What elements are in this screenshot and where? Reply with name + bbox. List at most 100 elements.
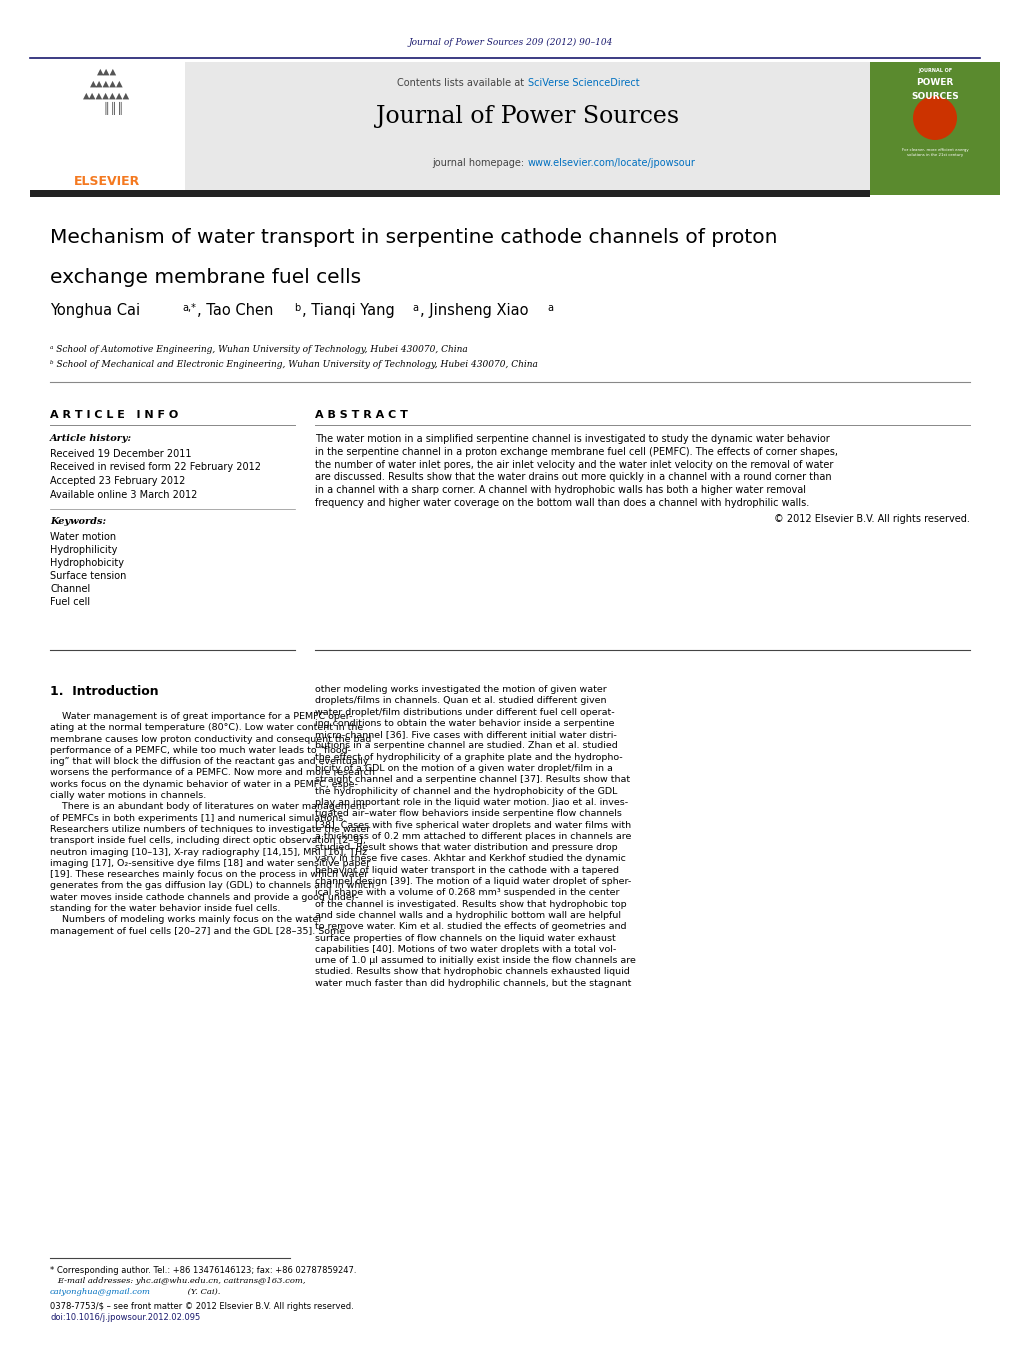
Text: b: b (294, 303, 300, 313)
Text: Received in revised form 22 February 2012: Received in revised form 22 February 201… (50, 462, 261, 473)
Text: Accepted 23 February 2012: Accepted 23 February 2012 (50, 476, 186, 486)
Text: the hydrophilicity of channel and the hydrophobicity of the GDL: the hydrophilicity of channel and the hy… (315, 786, 618, 796)
Text: frequency and higher water coverage on the bottom wall than does a channel with : frequency and higher water coverage on t… (315, 499, 810, 508)
Text: E-mail addresses: yhc.ai@whu.edu.cn, caitrans@163.com,: E-mail addresses: yhc.ai@whu.edu.cn, cai… (50, 1277, 305, 1285)
Text: Hydrophilicity: Hydrophilicity (50, 544, 117, 555)
Text: performance of a PEMFC, while too much water leads to “flood-: performance of a PEMFC, while too much w… (50, 746, 351, 755)
Text: , Tao Chen: , Tao Chen (197, 303, 274, 317)
Text: Article history:: Article history: (50, 434, 132, 443)
Text: * Corresponding author. Tel.: +86 13476146123; fax: +86 02787859247.: * Corresponding author. Tel.: +86 134761… (50, 1266, 356, 1275)
Text: ELSEVIER: ELSEVIER (74, 176, 140, 188)
Text: in a channel with a sharp corner. A channel with hydrophobic walls has both a hi: in a channel with a sharp corner. A chan… (315, 485, 806, 496)
Text: © 2012 Elsevier B.V. All rights reserved.: © 2012 Elsevier B.V. All rights reserved… (774, 513, 970, 524)
Bar (870, 62, 1000, 195)
Text: ᵃ School of Automotive Engineering, Wuhan University of Technology, Hubei 430070: ᵃ School of Automotive Engineering, Wuha… (50, 345, 468, 354)
Text: water much faster than did hydrophilic channels, but the stagnant: water much faster than did hydrophilic c… (315, 979, 631, 988)
Text: POWER: POWER (917, 78, 954, 86)
Text: imaging [17], O₂-sensitive dye films [18] and water sensitive paper: imaging [17], O₂-sensitive dye films [18… (50, 859, 371, 867)
Text: butions in a serpentine channel are studied. Zhan et al. studied: butions in a serpentine channel are stud… (315, 742, 618, 751)
Text: membrane causes low proton conductivity and consequent the bad: membrane causes low proton conductivity … (50, 735, 372, 743)
Text: 1.  Introduction: 1. Introduction (50, 685, 158, 698)
Text: channel design [39]. The motion of a liquid water droplet of spher-: channel design [39]. The motion of a liq… (315, 877, 631, 886)
Text: neutron imaging [10–13], X-ray radiography [14,15], MRI [16], THz: neutron imaging [10–13], X-ray radiograp… (50, 847, 368, 857)
Text: , Tianqi Yang: , Tianqi Yang (302, 303, 395, 317)
Text: of PEMFCs in both experiments [1] and numerical simulations.: of PEMFCs in both experiments [1] and nu… (50, 813, 346, 823)
Text: Yonghua Cai: Yonghua Cai (50, 303, 140, 317)
Text: play an important role in the liquid water motion. Jiao et al. inves-: play an important role in the liquid wat… (315, 798, 628, 807)
Text: [19]. These researches mainly focus on the process in which water: [19]. These researches mainly focus on t… (50, 870, 369, 880)
Text: transport inside fuel cells, including direct optic observation [2–9],: transport inside fuel cells, including d… (50, 836, 366, 846)
Text: a: a (412, 303, 418, 313)
Text: a: a (547, 303, 553, 313)
Text: Received 19 December 2011: Received 19 December 2011 (50, 449, 192, 459)
Text: (Y. Cai).: (Y. Cai). (185, 1288, 221, 1296)
Text: www.elsevier.com/locate/jpowsour: www.elsevier.com/locate/jpowsour (528, 158, 695, 168)
Text: behavior of liquid water transport in the cathode with a tapered: behavior of liquid water transport in th… (315, 866, 619, 875)
Text: surface properties of flow channels on the liquid water exhaust: surface properties of flow channels on t… (315, 934, 616, 943)
Text: Surface tension: Surface tension (50, 571, 127, 581)
Text: vary in these five cases. Akhtar and Kerkhof studied the dynamic: vary in these five cases. Akhtar and Ker… (315, 854, 626, 863)
Text: Numbers of modeling works mainly focus on the water: Numbers of modeling works mainly focus o… (50, 916, 323, 924)
Text: and side channel walls and a hydrophilic bottom wall are helpful: and side channel walls and a hydrophilic… (315, 911, 621, 920)
Text: Fuel cell: Fuel cell (50, 597, 90, 607)
Text: tigated air–water flow behaviors inside serpentine flow channels: tigated air–water flow behaviors inside … (315, 809, 622, 819)
Text: Mechanism of water transport in serpentine cathode channels of proton: Mechanism of water transport in serpenti… (50, 228, 778, 247)
Text: bicity of a GDL on the motion of a given water droplet/film in a: bicity of a GDL on the motion of a given… (315, 765, 613, 773)
Text: in the serpentine channel in a proton exchange membrane fuel cell (PEMFC). The e: in the serpentine channel in a proton ex… (315, 447, 838, 457)
Text: Contents lists available at: Contents lists available at (397, 78, 528, 88)
Text: standing for the water behavior inside fuel cells.: standing for the water behavior inside f… (50, 904, 281, 913)
Text: [38]. Cases with five spherical water droplets and water films with: [38]. Cases with five spherical water dr… (315, 820, 631, 830)
Text: A R T I C L E   I N F O: A R T I C L E I N F O (50, 409, 179, 420)
Text: ᵇ School of Mechanical and Electronic Engineering, Wuhan University of Technolog: ᵇ School of Mechanical and Electronic En… (50, 359, 538, 369)
Bar (185, 62, 870, 195)
Text: SOURCES: SOURCES (911, 92, 959, 101)
Text: There is an abundant body of literatures on water management: There is an abundant body of literatures… (50, 802, 366, 812)
Text: Journal of Power Sources 209 (2012) 90–104: Journal of Power Sources 209 (2012) 90–1… (408, 38, 613, 47)
Text: journal homepage:: journal homepage: (432, 158, 528, 168)
Text: caiyonghua@gmail.com: caiyonghua@gmail.com (50, 1288, 151, 1296)
Text: a thickness of 0.2 mm attached to different places in channels are: a thickness of 0.2 mm attached to differ… (315, 832, 631, 840)
Text: of the channel is investigated. Results show that hydrophobic top: of the channel is investigated. Results … (315, 900, 627, 909)
Text: ing” that will block the diffusion of the reactant gas and eventually: ing” that will block the diffusion of th… (50, 757, 369, 766)
Text: straight channel and a serpentine channel [37]. Results show that: straight channel and a serpentine channe… (315, 775, 630, 785)
Text: management of fuel cells [20–27] and the GDL [28–35]. Some: management of fuel cells [20–27] and the… (50, 927, 345, 936)
Text: ▲▲▲
▲▲▲▲▲
▲▲▲▲▲▲▲
  ║║║: ▲▲▲ ▲▲▲▲▲ ▲▲▲▲▲▲▲ ║║║ (84, 68, 131, 115)
Text: Journal of Power Sources: Journal of Power Sources (376, 105, 679, 128)
Text: the effect of hydrophilicity of a graphite plate and the hydropho-: the effect of hydrophilicity of a graphi… (315, 753, 623, 762)
Text: water droplet/film distributions under different fuel cell operat-: water droplet/film distributions under d… (315, 708, 615, 716)
Text: Keywords:: Keywords: (50, 517, 106, 526)
Text: JOURNAL OF: JOURNAL OF (918, 68, 952, 73)
Text: droplets/films in channels. Quan et al. studied different given: droplets/films in channels. Quan et al. … (315, 696, 606, 705)
Text: ical shape with a volume of 0.268 mm³ suspended in the center: ical shape with a volume of 0.268 mm³ su… (315, 889, 620, 897)
Text: doi:10.1016/j.jpowsour.2012.02.095: doi:10.1016/j.jpowsour.2012.02.095 (50, 1313, 200, 1323)
Bar (30, 62, 185, 195)
Text: to remove water. Kim et al. studied the effects of geometries and: to remove water. Kim et al. studied the … (315, 923, 627, 931)
Text: Available online 3 March 2012: Available online 3 March 2012 (50, 489, 197, 500)
Text: Water management is of great importance for a PEMFC oper-: Water management is of great importance … (50, 712, 352, 721)
Text: capabilities [40]. Motions of two water droplets with a total vol-: capabilities [40]. Motions of two water … (315, 944, 617, 954)
Text: A B S T R A C T: A B S T R A C T (315, 409, 407, 420)
Text: ume of 1.0 μl assumed to initially exist inside the flow channels are: ume of 1.0 μl assumed to initially exist… (315, 957, 636, 965)
Text: 0378-7753/$ – see front matter © 2012 Elsevier B.V. All rights reserved.: 0378-7753/$ – see front matter © 2012 El… (50, 1302, 353, 1310)
Text: worsens the performance of a PEMFC. Now more and more research: worsens the performance of a PEMFC. Now … (50, 769, 375, 777)
Text: other modeling works investigated the motion of given water: other modeling works investigated the mo… (315, 685, 606, 694)
Text: studied. Result shows that water distribution and pressure drop: studied. Result shows that water distrib… (315, 843, 618, 852)
Text: Water motion: Water motion (50, 532, 116, 542)
Text: cially water motions in channels.: cially water motions in channels. (50, 792, 206, 800)
Text: SciVerse ScienceDirect: SciVerse ScienceDirect (528, 78, 639, 88)
Text: For cleaner, more efficient energy
solutions in the 21st century: For cleaner, more efficient energy solut… (902, 149, 968, 157)
Text: Researchers utilize numbers of techniques to investigate the water: Researchers utilize numbers of technique… (50, 825, 371, 834)
Text: a,*: a,* (182, 303, 196, 313)
Circle shape (913, 96, 957, 141)
Text: The water motion in a simplified serpentine channel is investigated to study the: The water motion in a simplified serpent… (315, 434, 830, 444)
Text: studied. Results show that hydrophobic channels exhausted liquid: studied. Results show that hydrophobic c… (315, 967, 630, 977)
Text: micro-channel [36]. Five cases with different initial water distri-: micro-channel [36]. Five cases with diff… (315, 730, 617, 739)
Text: works focus on the dynamic behavior of water in a PEMFC, espe-: works focus on the dynamic behavior of w… (50, 780, 358, 789)
Text: the number of water inlet pores, the air inlet velocity and the water inlet velo: the number of water inlet pores, the air… (315, 459, 833, 470)
Text: generates from the gas diffusion lay (GDL) to channels and in which: generates from the gas diffusion lay (GD… (50, 881, 375, 890)
Text: , Jinsheng Xiao: , Jinsheng Xiao (420, 303, 529, 317)
Text: are discussed. Results show that the water drains out more quickly in a channel : are discussed. Results show that the wat… (315, 473, 832, 482)
Bar (30, 190, 870, 197)
Text: ating at the normal temperature (80°C). Low water content in the: ating at the normal temperature (80°C). … (50, 723, 363, 732)
Text: exchange membrane fuel cells: exchange membrane fuel cells (50, 267, 361, 286)
